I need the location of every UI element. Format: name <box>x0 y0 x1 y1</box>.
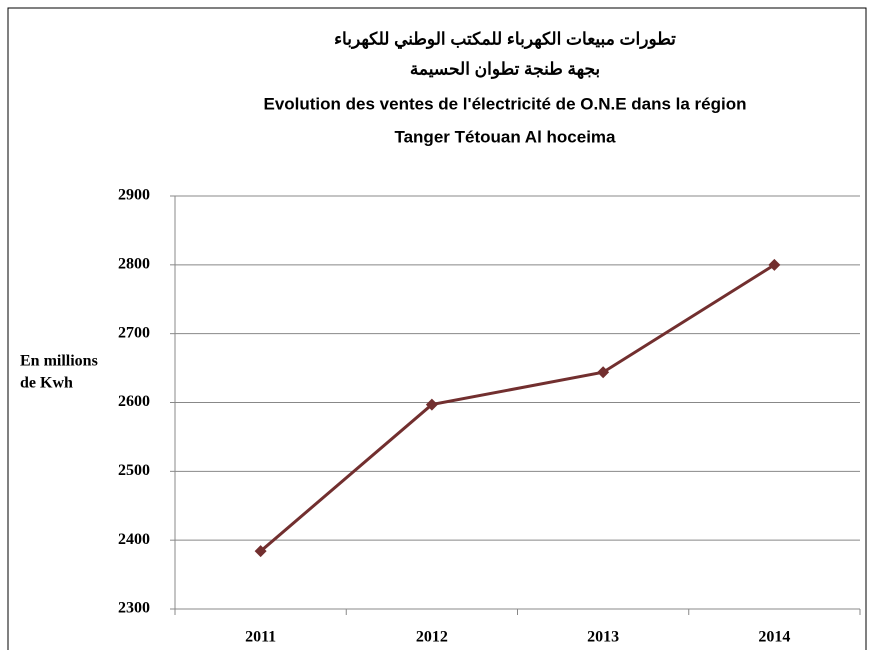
point <box>768 258 781 271</box>
point <box>254 545 267 558</box>
y-tick-label: 2500 <box>118 462 150 479</box>
y-tick-label: 2400 <box>118 531 150 548</box>
y-tick-label: 2800 <box>118 256 150 273</box>
chart-title: بجهة طنجة تطوان الحسيمة <box>410 59 600 79</box>
y-tick-label: 2900 <box>118 187 150 204</box>
x-tick-label: 2014 <box>758 629 790 646</box>
y-axis-label: de Kwh <box>20 375 73 392</box>
y-tick-label: 2600 <box>118 393 150 410</box>
x-tick-label: 2011 <box>245 629 276 646</box>
x-tick-label: 2012 <box>416 629 448 646</box>
x-tick-label: 2013 <box>587 629 619 646</box>
chart-title: Tanger Tétouan Al hoceima <box>394 127 616 146</box>
point <box>597 366 610 379</box>
chart-title: تطورات مبيعات الكهرباء للمكتب الوطني للك… <box>334 29 676 49</box>
chart-frame <box>7 7 867 650</box>
y-tick-label: 2700 <box>118 324 150 341</box>
chart-title: Evolution des ventes de l'électricité de… <box>263 94 746 113</box>
point <box>425 398 438 411</box>
y-tick-label: 2300 <box>118 600 150 617</box>
y-axis-label: En millions <box>20 353 98 370</box>
line <box>259 263 776 553</box>
